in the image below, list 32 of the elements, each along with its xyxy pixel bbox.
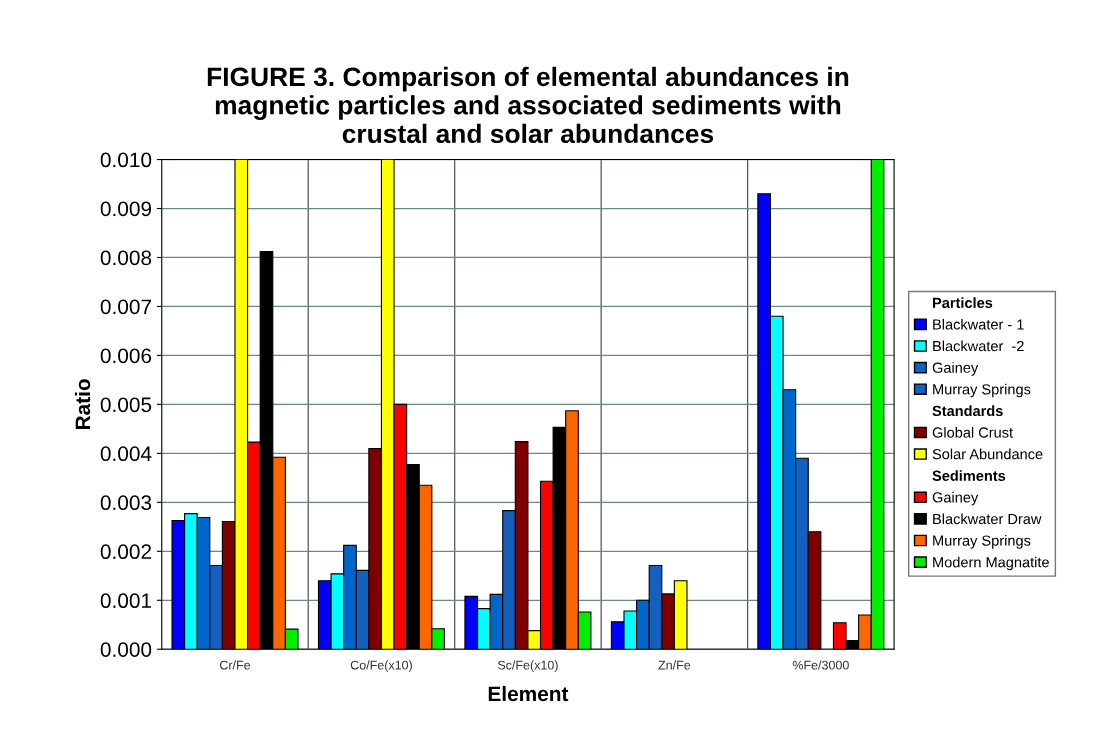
x-tick-label: Sc/Fe(x10) xyxy=(497,660,558,673)
y-tick-label: 0.008 xyxy=(100,250,152,266)
text: Standards xyxy=(932,405,1003,417)
chart-title: FIGURE 3. Comparison of elemental abundances in magnetic particles and associated sediments with crustal and solar abundances xyxy=(207,66,849,144)
legend-label: Gainey xyxy=(932,491,979,506)
y-tick-label: 0.003 xyxy=(100,495,152,511)
legend-label: Modern Magnatite xyxy=(933,556,1049,571)
legend-label: Gainey xyxy=(932,362,979,376)
y-axis-title: Ratio xyxy=(74,379,91,430)
x-tick-label: Zn/Fe xyxy=(658,660,691,670)
text: Sediments xyxy=(932,470,1006,481)
y-tick-label: 0.001 xyxy=(100,593,152,609)
x-tick-label: Cr/Fe xyxy=(220,660,251,670)
legend-label: Murray Springs xyxy=(933,383,1031,398)
y-tick-label: 0.000 xyxy=(100,642,152,657)
legend-label: Blackwater Draw xyxy=(933,513,1042,525)
y-tick-label: 0.004 xyxy=(100,446,152,462)
text: Particles xyxy=(933,297,993,308)
legend-label: Murray Springs xyxy=(933,535,1031,549)
y-tick-label: 0.009 xyxy=(100,201,152,217)
x-tick-label: %Fe/3000 xyxy=(792,660,849,670)
legend-label: Solar Abundance xyxy=(932,448,1043,460)
x-axis-title: Element xyxy=(488,685,569,702)
legend-label: Blackwater -2 xyxy=(933,340,1024,352)
y-tick-label: 0.005 xyxy=(100,397,152,413)
legend-label: Blackwater - 1 xyxy=(933,318,1024,330)
y-tick-label: 0.007 xyxy=(100,299,151,315)
legend-label: Global Crust xyxy=(932,426,1013,438)
y-tick-label: 0.010 xyxy=(100,152,152,168)
y-tick-label: 0.006 xyxy=(100,348,152,364)
y-tick-label: 0.002 xyxy=(100,544,151,560)
x-tick-label: Co/Fe(x10) xyxy=(350,660,412,673)
